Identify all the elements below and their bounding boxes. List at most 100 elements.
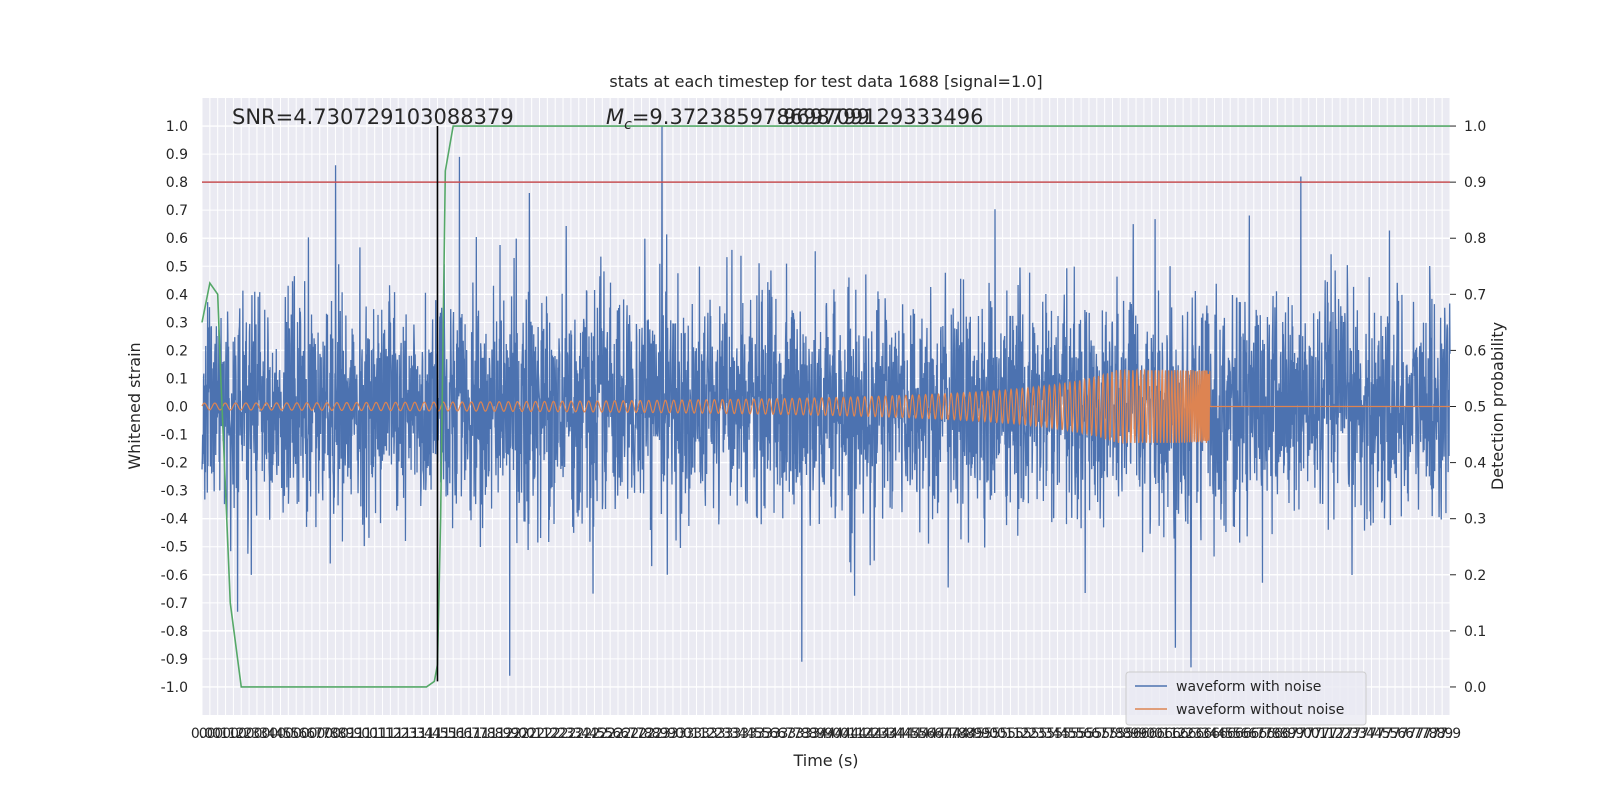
x-tick-label: 3.0 (670, 726, 692, 742)
x-tick-label: 6.5 (1219, 726, 1241, 742)
x-tick-label: 7.1 (1305, 726, 1327, 742)
series-waveform-without-noise (201, 368, 1450, 445)
chart-title: stats at each timestep for test data 168… (609, 72, 1042, 91)
x-tick-label: 4.2 (850, 726, 872, 742)
x-tick-label: 1.2 (387, 726, 409, 742)
x-tick-label: 4.5 (897, 726, 919, 742)
x-tick-label: 2.8 (638, 726, 660, 742)
x-tick-label: 0.5 (269, 726, 291, 742)
x-tick-label: 1.6 (442, 726, 464, 742)
chirp-mass-subscript: c (624, 117, 632, 133)
reference-lines (202, 126, 1450, 682)
x-tick-label: 3.7 (772, 726, 794, 742)
x-tick-label: 0.5 (277, 726, 299, 742)
x-tick-label: 0.9 (340, 726, 362, 742)
right-y-tick-label: 0.5 (1464, 400, 1486, 416)
x-tick-label: 4.8 (944, 726, 966, 742)
x-tick-label: 2.1 (521, 726, 543, 742)
x-tick-label: 5.4 (1039, 726, 1061, 742)
x-tick-label: 1.0 (348, 726, 370, 742)
x-tick-label: 4.1 (834, 726, 856, 742)
x-tick-label: 4.6 (913, 726, 935, 742)
x-tick-label: 4.5 (905, 726, 927, 742)
x-tick-label: 6.6 (1227, 726, 1249, 742)
x-tick-label: 6.5 (1211, 726, 1233, 742)
y-tick-label: -0.9 (161, 652, 188, 668)
series-waveform-with-noise (201, 126, 1451, 676)
x-tick-label: 4.3 (874, 726, 896, 742)
x-tick-label: 4.7 (937, 726, 959, 742)
y-tick-label: 0.8 (166, 175, 188, 191)
x-tick-label: 4.9 (968, 726, 990, 742)
x-tick-label: 6.8 (1258, 726, 1280, 742)
x-tick-label: 7.4 (1353, 726, 1375, 742)
y-tick-label: -0.4 (161, 512, 188, 528)
x-tick-label: 4.4 (882, 726, 904, 742)
x-tick-label: 1.1 (364, 726, 386, 742)
x-tick-label: 2.7 (615, 726, 637, 742)
right-y-tick-label: 0.2 (1464, 568, 1486, 584)
y-tick-label: -0.5 (161, 540, 188, 556)
x-tick-label: 0.0 (199, 726, 221, 742)
x-tick-label: 3.6 (756, 726, 778, 742)
x-tick-label: 6.3 (1180, 726, 1202, 742)
x-tick-label: 6.4 (1203, 726, 1225, 742)
x-tick-label: 3.2 (701, 726, 723, 742)
y-tick-label: 0.9 (166, 147, 188, 163)
x-tick-label: 3.8 (795, 726, 817, 742)
snr-annotation: SNR=4.730729103088379 (232, 105, 514, 129)
x-tick-label: 5.0 (984, 726, 1006, 742)
x-tick-label: 2.6 (607, 726, 629, 742)
legend-box (1125, 671, 1367, 726)
x-tick-label: 2.0 (513, 726, 535, 742)
x-tick-label: 4.6 (921, 726, 943, 742)
x-tick-label: 1.7 (458, 726, 480, 742)
x-tick-label: 6.0 (1133, 726, 1155, 742)
x-tick-label: 4.0 (827, 726, 849, 742)
x-tick-label: 2.0 (505, 726, 527, 742)
x-tick-label: 4.3 (866, 726, 888, 742)
x-tick-label: 1.4 (418, 726, 440, 742)
x-tick-label: 5.5 (1062, 726, 1084, 742)
y-tick-label: -0.3 (161, 484, 188, 500)
x-tick-label: 2.9 (654, 726, 676, 742)
legend-label-clean: waveform without noise (1176, 702, 1344, 718)
right-y-tick-label: 0.4 (1464, 456, 1486, 472)
x-tick-label: 4.7 (929, 726, 951, 742)
x-tick-label: 2.7 (623, 726, 645, 742)
x-tick-label: 0.9 (332, 726, 354, 742)
x-tick-label: 6.8 (1266, 726, 1288, 742)
x-tick-label: 5.2 (1015, 726, 1037, 742)
x-tick-label: 1.3 (403, 726, 425, 742)
legend: waveform with noise waveform without noi… (1125, 671, 1367, 726)
x-tick-label: 3.4 (725, 726, 747, 742)
x-tick-label: 5.8 (1109, 726, 1131, 742)
x-tick-label: 2.2 (536, 726, 558, 742)
x-tick-label: 5.0 (976, 726, 998, 742)
x-tick-label: 2.5 (591, 726, 613, 742)
x-tick-label: 7.9 (1439, 726, 1461, 742)
x-tick-label: 0.6 (293, 726, 315, 742)
x-tick-label: 6.0 (1141, 726, 1163, 742)
x-tick-label: 4.4 (889, 726, 911, 742)
x-tick-label: 1.9 (497, 726, 519, 742)
x-tick-label: 5.3 (1031, 726, 1053, 742)
x-tick-label: 5.9 (1117, 726, 1139, 742)
x-tick-label: 3.4 (732, 726, 754, 742)
right-y-tick-label: 0.3 (1464, 512, 1486, 528)
x-tick-label: 0.8 (316, 726, 338, 742)
legend-label-noise: waveform with noise (1176, 679, 1321, 695)
x-tick-label: 7.7 (1400, 726, 1422, 742)
x-tick-label: 5.4 (1046, 726, 1068, 742)
x-tick-label: 1.8 (473, 726, 495, 742)
x-tick-label: 0.2 (230, 726, 252, 742)
x-tick-label: 7.9 (1431, 726, 1453, 742)
x-tick-label: 3.0 (662, 726, 684, 742)
x-tick-label: 7.0 (1290, 726, 1312, 742)
x-tick-label: 5.2 (1007, 726, 1029, 742)
x-tick-label: 7.3 (1337, 726, 1359, 742)
series-detection-probability (201, 125, 1450, 688)
x-tick-label: 2.3 (560, 726, 582, 742)
x-tick-label: 0.7 (309, 726, 331, 742)
